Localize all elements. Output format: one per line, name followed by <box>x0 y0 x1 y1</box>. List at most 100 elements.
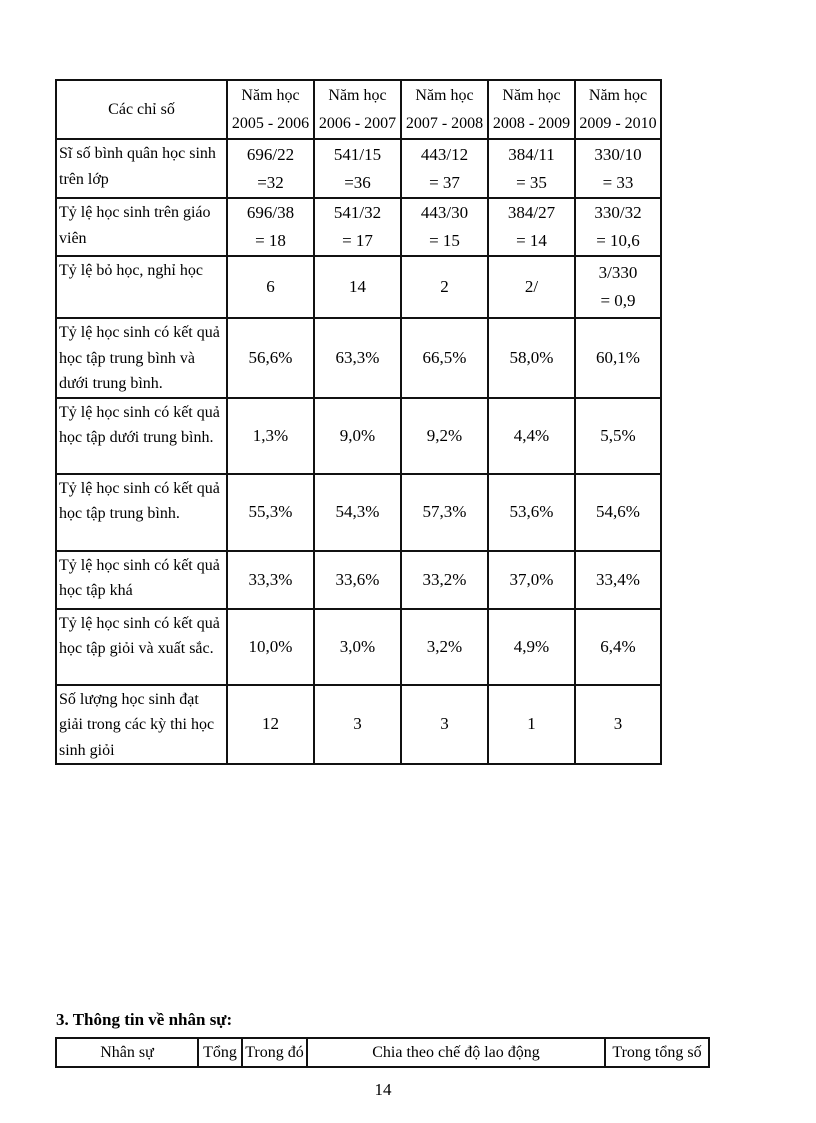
value-line: 33,4% <box>596 569 640 589</box>
indicator-value-r0-c1: 541/15 =36 <box>313 138 402 199</box>
value-line: = 33 <box>602 172 634 192</box>
value-line: 6,4% <box>600 636 636 656</box>
indicator-value-r4-c4: 5,5% <box>574 396 662 475</box>
school-indicators-table: Các chỉ số Năm học 2005 - 2006 Năm học 2006 … <box>55 79 662 765</box>
indicator-value-r2-c4: 3/330 = 0,9 <box>574 255 662 319</box>
column-header-year-3: Năm học 2008 - 2009 <box>487 79 576 140</box>
year-header-prefix: Năm học <box>415 86 474 104</box>
value-line: = 17 <box>342 231 373 250</box>
year-header-range: 2008 - 2009 <box>492 114 571 132</box>
indicator-value-r0-c0: 696/22 =32 <box>226 138 315 199</box>
indicator-value-r4-c3: 4,4% <box>487 396 576 475</box>
year-header-range: 2007 - 2008 <box>405 114 484 132</box>
value-line: 541/32 <box>333 203 382 222</box>
indicator-value-r8-c1: 3 <box>313 683 402 765</box>
value-line: 696/22 <box>246 144 295 164</box>
value-line: =36 <box>344 172 371 192</box>
indicator-value-r1-c4: 330/32 = 10,6 <box>574 197 662 257</box>
indicator-value-r0-c2: 443/12 = 37 <box>400 138 489 199</box>
value-line: 10,0% <box>248 636 293 656</box>
value-line: 9,0% <box>339 425 376 445</box>
value-line: 3,2% <box>426 636 463 656</box>
indicator-value-r7-c0: 10,0% <box>226 607 315 686</box>
value-line: 33,2% <box>422 569 467 589</box>
value-line: 57,3% <box>422 502 467 521</box>
indicator-value-r4-c2: 9,2% <box>400 396 489 475</box>
value-line: 3 <box>613 714 623 734</box>
indicator-row-2: Tỷ lệ bỏ học, nghỉ học 6 14 2 2/3/330 = 0,9 <box>55 255 662 319</box>
indicator-value-r6-c4: 33,4% <box>574 549 662 610</box>
year-header-range: 2009 - 2010 <box>579 114 657 132</box>
indicator-value-r1-c3: 384/27 = 14 <box>487 197 576 257</box>
column-header-year-0: Năm học 2005 - 2006 <box>226 79 315 140</box>
value-line: 2/ <box>524 277 539 296</box>
value-line: 9,2% <box>426 425 463 445</box>
value-line: =32 <box>257 172 284 192</box>
value-line: 384/11 <box>508 144 555 164</box>
indicator-value-r5-c2: 57,3% <box>400 472 489 552</box>
value-line: = 14 <box>516 231 547 250</box>
indicator-value-r8-c0: 12 <box>226 683 315 765</box>
indicator-row-label: Sĩ số bình quân học sinh trên lớp <box>55 138 228 199</box>
value-line: 330/32 <box>594 203 642 222</box>
value-line: 54,3% <box>335 502 380 521</box>
value-line: 3 <box>440 714 449 734</box>
value-line: 1,3% <box>252 425 289 445</box>
indicator-row-label: Tỷ lệ học sinh trên giáo viên <box>55 197 228 257</box>
value-line: 66,5% <box>422 347 467 367</box>
value-line: 384/27 <box>507 203 556 222</box>
indicator-value-r1-c2: 443/30 = 15 <box>400 197 489 257</box>
column-header-year-2: Năm học 2007 - 2008 <box>400 79 489 140</box>
indicator-row-label: Tỷ lệ học sinh có kết quả học tập khá <box>55 549 228 610</box>
indicator-value-r3-c0: 56,6% <box>226 317 315 399</box>
indicator-value-r7-c2: 3,2% <box>400 607 489 686</box>
value-line: 3,0% <box>339 636 376 656</box>
personnel-header-row: Nhân sự Tổng Trong đó Chia theo chế độ l… <box>55 1037 710 1068</box>
value-line: = 10,6 <box>596 231 640 250</box>
value-line: 54,6% <box>596 502 640 521</box>
value-line: 33,3% <box>248 569 293 589</box>
value-line: 2 <box>440 277 449 296</box>
indicator-value-r7-c4: 6,4% <box>574 607 662 686</box>
personnel-col-staff: Nhân sự <box>55 1037 199 1068</box>
indicator-value-r8-c3: 1 <box>487 683 576 765</box>
year-header-prefix: Năm học <box>588 86 648 104</box>
indicator-row-label: Số lượng học sinh đạt giải trong các kỳ … <box>55 683 228 765</box>
indicator-value-r6-c0: 33,3% <box>226 549 315 610</box>
indicator-value-r5-c0: 55,3% <box>226 472 315 552</box>
value-line: 63,3% <box>335 347 380 367</box>
value-line: 55,3% <box>248 502 293 521</box>
indicator-value-r7-c1: 3,0% <box>313 607 402 686</box>
personnel-col-of-which: Trong đó <box>241 1037 308 1068</box>
personnel-table: Nhân sự Tổng Trong đó Chia theo chế độ l… <box>55 1037 710 1068</box>
indicator-row-0: Sĩ số bình quân học sinh trên lớp 696/22 =… <box>55 138 662 199</box>
indicator-value-r3-c1: 63,3% <box>313 317 402 399</box>
indicator-row-1: Tỷ lệ học sinh trên giáo viên 696/38 = 18 5… <box>55 197 662 257</box>
indicator-value-r0-c3: 384/11 = 35 <box>487 138 576 199</box>
value-line: 4,9% <box>513 636 550 656</box>
indicator-row-3: Tỷ lệ học sinh có kết quả học tập trung … <box>55 317 662 399</box>
value-line: 443/12 <box>420 144 469 164</box>
value-line: = 18 <box>255 231 286 250</box>
indicator-value-r5-c3: 53,6% <box>487 472 576 552</box>
indicator-value-r3-c4: 60,1% <box>574 317 662 399</box>
value-line: 3 <box>353 714 362 734</box>
year-header-prefix: Năm học <box>328 86 387 104</box>
value-line: 12 <box>262 714 279 734</box>
personnel-col-total: Tổng <box>197 1037 243 1068</box>
personnel-col-labor-type: Chia theo chế độ lao động <box>306 1037 606 1068</box>
indicator-row-5: Tỷ lệ học sinh có kết quả học tập trung … <box>55 472 662 552</box>
indicator-row-label: Tỷ lệ học sinh có kết quả học tập giỏi v… <box>55 607 228 686</box>
indicator-row-label: Tỷ lệ học sinh có kết quả học tập trung … <box>55 317 228 399</box>
indicator-value-r5-c1: 54,3% <box>313 472 402 552</box>
personnel-col-of-total: Trong tổng số <box>604 1037 710 1068</box>
value-line: 696/38 <box>246 203 295 222</box>
indicator-value-r5-c4: 54,6% <box>574 472 662 552</box>
value-line: 330/10 <box>594 144 642 164</box>
indicator-row-label: Tỷ lệ bỏ học, nghỉ học <box>55 255 228 319</box>
value-line: 33,6% <box>335 569 380 589</box>
indicator-value-r6-c1: 33,6% <box>313 549 402 610</box>
indicator-value-r2-c2: 2 <box>400 255 489 319</box>
indicator-value-r7-c3: 4,9% <box>487 607 576 686</box>
